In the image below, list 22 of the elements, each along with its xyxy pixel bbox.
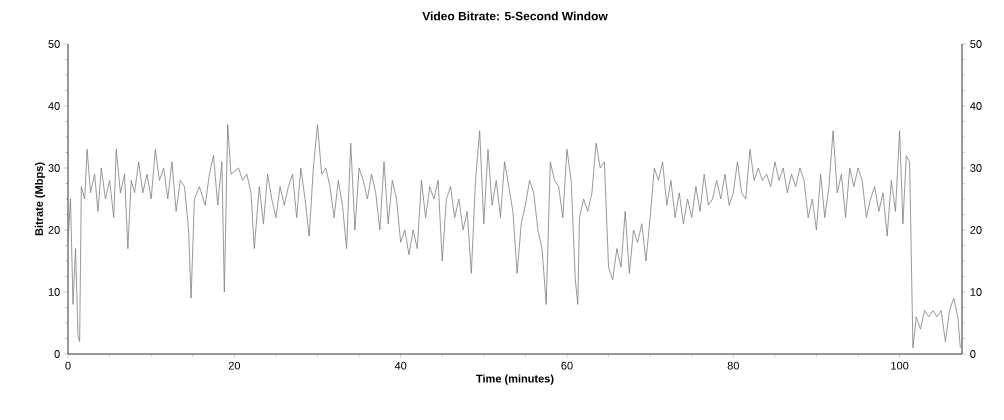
y2-tick-label: 50: [970, 40, 982, 48]
y-tick-label: 0: [54, 350, 60, 358]
y-tick-label: 50: [48, 40, 60, 48]
y2-tick-label: 0: [970, 350, 976, 358]
y-tick-label: 40: [48, 102, 60, 110]
y2-tick-label: 30: [970, 164, 982, 172]
x-tick-label: 40: [394, 361, 407, 370]
x-tick-label: 80: [727, 361, 739, 370]
y2-tick-label: 10: [970, 288, 982, 296]
line-series: [68, 124, 961, 349]
y2-tick-label: 20: [970, 226, 982, 234]
y-tick-label: 30: [48, 164, 60, 172]
x-tick-label: 20: [228, 361, 241, 370]
y-tick-label: 20: [48, 226, 60, 234]
y-tick-label: 10: [48, 288, 60, 296]
y-axis-title: Bitrate (Mbps): [34, 162, 46, 236]
x-tick-label: 100: [891, 361, 909, 370]
x-tick-label: 60: [561, 361, 573, 370]
x-axis-title: Time (minutes): [476, 374, 554, 385]
y2-tick-label: 40: [970, 102, 982, 110]
chart-title: Video Bitrate: 5-Second Window: [422, 11, 608, 21]
x-tick-label: 0: [65, 361, 71, 370]
